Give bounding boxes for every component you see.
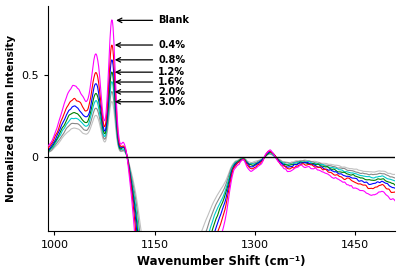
Text: 3.0%: 3.0% <box>116 97 185 107</box>
Y-axis label: Normalized Raman Intensity: Normalized Raman Intensity <box>6 35 16 202</box>
Text: 1.2%: 1.2% <box>116 67 185 77</box>
Text: 2.0%: 2.0% <box>116 87 185 97</box>
Text: 0.8%: 0.8% <box>116 55 185 65</box>
Text: Blank: Blank <box>117 15 189 25</box>
X-axis label: Wavenumber Shift (cm⁻¹): Wavenumber Shift (cm⁻¹) <box>138 255 306 269</box>
Text: 0.4%: 0.4% <box>116 40 185 50</box>
Text: 1.6%: 1.6% <box>116 77 185 87</box>
